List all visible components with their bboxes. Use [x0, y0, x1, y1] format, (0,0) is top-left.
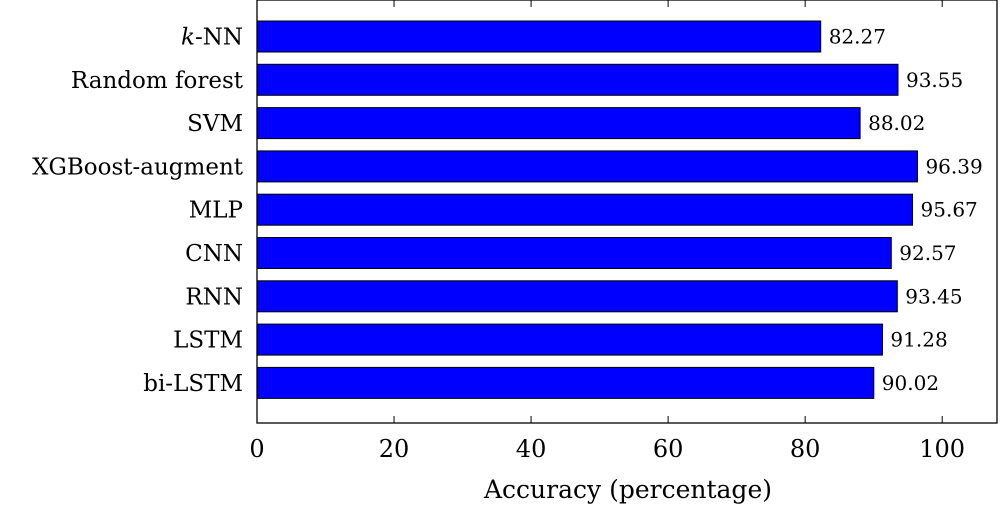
bar: [256, 63, 899, 96]
bars-group: [256, 20, 918, 399]
x-tick-label: 60: [653, 435, 684, 463]
bar: [256, 20, 822, 53]
x-tick-label: 0: [249, 435, 264, 463]
x-tick-label: 20: [379, 435, 410, 463]
x-tick-label: 40: [516, 435, 547, 463]
bar: [256, 366, 875, 399]
bar-value-label: 93.45: [905, 284, 962, 308]
x-ticks-group: 0 20 40 60 80 100: [249, 0, 965, 463]
category-label: RNN: [185, 284, 243, 310]
category-label: MLP: [189, 198, 243, 224]
bar: [256, 323, 883, 356]
bar-value-label: 88.02: [868, 111, 925, 135]
bar: [256, 107, 861, 140]
bar: [256, 280, 898, 313]
bar-value-label: 93.55: [906, 68, 963, 92]
bar: [256, 150, 918, 183]
bar: [256, 193, 914, 226]
x-tick-label: 100: [919, 435, 965, 463]
axes-group: [256, 0, 998, 424]
bar-value-label: 95.67: [921, 198, 978, 222]
category-label: CNN: [185, 241, 243, 267]
plot-frame: [256, 0, 998, 424]
bar-value-label: 96.39: [925, 154, 982, 178]
bar-value-label: 92.57: [899, 241, 956, 265]
category-labels-group: k-NN Random forest SVM XGBoost-augment MLP CN…: [32, 25, 244, 397]
category-label: LSTM: [173, 328, 243, 354]
x-axis-title: Accuracy (percentage): [483, 475, 772, 504]
x-tick-label: 80: [790, 435, 821, 463]
bar: [256, 237, 892, 269]
category-label: XGBoost-augment: [32, 154, 244, 180]
bar-value-label: 90.02: [882, 371, 939, 395]
bar-value-label: 91.28: [890, 328, 947, 352]
category-label: SVM: [187, 111, 243, 137]
category-label: Random forest: [71, 68, 244, 94]
category-label: bi-LSTM: [143, 371, 243, 397]
category-label: k-NN: [181, 25, 243, 51]
bar-value-label: 82.27: [829, 25, 886, 49]
